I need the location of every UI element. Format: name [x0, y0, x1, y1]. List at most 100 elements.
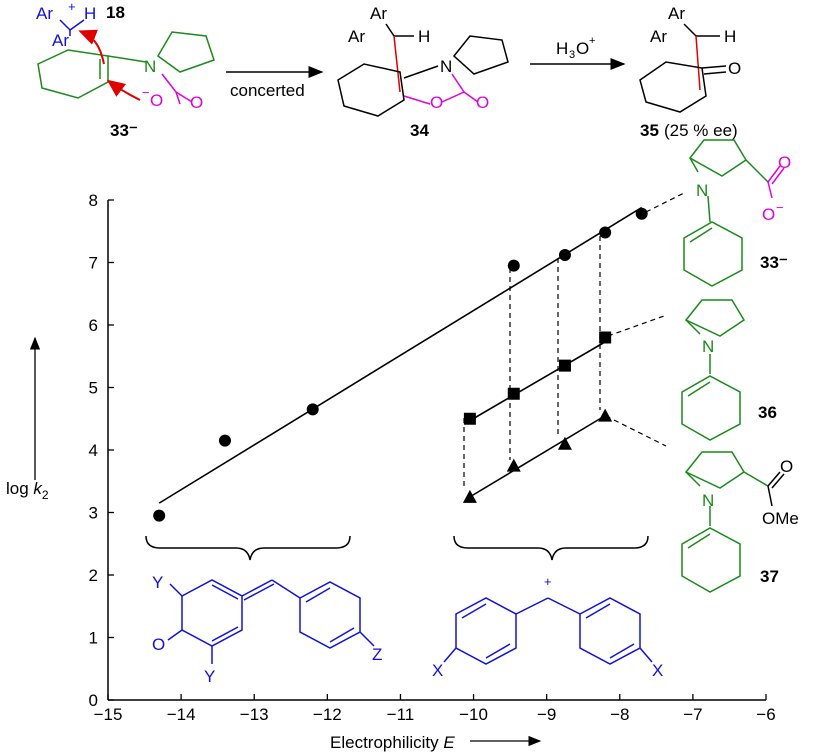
- minus-label: −: [142, 85, 150, 100]
- y-tick-label: 0: [89, 691, 98, 710]
- reagent-h: H: [556, 39, 568, 58]
- data-point-circle: [558, 249, 571, 261]
- ar-label: Ar: [52, 31, 69, 50]
- substituent-y: Y: [204, 667, 215, 686]
- o-minus-label: O: [150, 91, 163, 110]
- x-tick-label: −14: [167, 705, 196, 724]
- h-label: H: [724, 27, 736, 46]
- ar-label: Ar: [36, 4, 53, 23]
- n-label: N: [702, 337, 714, 356]
- cation-plus: +: [544, 574, 552, 589]
- y-tick-label: 8: [89, 191, 98, 210]
- product-35: Ar Ar H O 35 (25 % ee): [639, 4, 741, 140]
- brace-quinone-methides: [145, 535, 351, 561]
- compound-18-label: 18: [106, 3, 125, 22]
- x-tick-label: −6: [756, 705, 775, 724]
- data-point-triangle: [598, 408, 613, 422]
- x-tick-label: −11: [387, 705, 415, 724]
- data-point-square: [599, 331, 612, 344]
- x-tick-label: −9: [537, 705, 556, 724]
- data-point-circle: [218, 434, 231, 447]
- legend-enamine-33: [683, 139, 769, 287]
- data-point-square: [507, 387, 520, 400]
- o-label: O: [778, 153, 791, 172]
- ar-label: Ar: [668, 4, 685, 23]
- chart: −15 −14 −13 −12 −11 −10 −9 −8 −7 −6 0 1 2 3 4 5 6 7 8 log…: [6, 191, 776, 752]
- legend-33-label: 33⁻: [760, 253, 788, 272]
- reaction-scheme: Ar + H Ar 18 N O − O 33⁻ con: [36, 0, 741, 140]
- y-tick-label: 7: [89, 254, 98, 273]
- ar-label: Ar: [348, 27, 365, 46]
- o-label: O: [728, 59, 741, 78]
- ee-label: (25 % ee): [664, 121, 738, 140]
- substituent-y: Y: [152, 573, 163, 592]
- data-point-circle: [306, 403, 319, 416]
- ome-label: OMe: [762, 509, 799, 528]
- compound-34-label: 34: [410, 121, 429, 140]
- intermediate-34: Ar Ar H N O O 34: [337, 4, 509, 140]
- x-tick-label: −8: [610, 705, 629, 724]
- y-tick-label: 6: [89, 316, 98, 335]
- reagent-sup: +: [589, 35, 595, 47]
- enamine-33: N O − O 33⁻: [37, 29, 215, 140]
- dashed-connectors: [463, 191, 687, 486]
- x-tick-label: −15: [94, 705, 123, 724]
- quinone-methide-structure: [167, 579, 375, 664]
- data-point-square: [463, 412, 476, 425]
- y-tick-label: 5: [89, 379, 98, 398]
- fit-line: [469, 414, 606, 498]
- fit-line: [469, 341, 606, 422]
- compound-35-label: 35: [640, 121, 659, 140]
- substituent-x: X: [652, 661, 663, 680]
- x-tick-label: −13: [240, 705, 269, 724]
- n-label: N: [144, 57, 156, 76]
- data-point-triangle: [557, 436, 572, 450]
- y-tick-label: 3: [89, 504, 98, 523]
- x-tick-label: −7: [683, 705, 702, 724]
- benzhydrylium-structure: [443, 597, 653, 665]
- n-label: N: [696, 181, 708, 200]
- legend-enamine-37: [681, 451, 769, 593]
- h-label: H: [84, 4, 96, 23]
- reagent-sub: 3: [569, 49, 575, 61]
- data-point-square: [558, 359, 571, 372]
- x-tick-label: −10: [459, 705, 488, 724]
- ar-label: Ar: [370, 4, 387, 23]
- o-label: O: [476, 93, 489, 112]
- compound-33-label: 33⁻: [110, 121, 138, 140]
- minus-label: −: [776, 200, 784, 215]
- y-tick-label: 4: [89, 441, 98, 460]
- y-axis-label: log k2: [6, 479, 49, 502]
- brace-benzhydrylium: [453, 535, 649, 561]
- ester: [767, 471, 785, 507]
- data-point-circle: [635, 207, 648, 220]
- substituent-x: X: [432, 661, 443, 680]
- ar-label: Ar: [650, 27, 667, 46]
- carboxylate: [767, 165, 785, 199]
- o-label: O: [780, 457, 793, 476]
- y-tick-label: 1: [89, 629, 98, 648]
- data-point-circle: [153, 509, 166, 522]
- legend-36-label: 36: [758, 403, 777, 422]
- legend-enamine-36: [681, 299, 746, 441]
- data-point-triangle: [506, 458, 521, 472]
- data-point-circle: [507, 259, 520, 272]
- reagent-o: O: [576, 39, 589, 58]
- x-tick-label: −12: [313, 705, 342, 724]
- n-label: N: [702, 491, 714, 510]
- substituent-z: Z: [372, 645, 382, 664]
- h-label: H: [418, 27, 430, 46]
- o-label: O: [762, 205, 775, 224]
- n-label: N: [440, 57, 452, 76]
- carbocation-18: Ar + H Ar 18: [36, 0, 125, 50]
- o-label: O: [430, 93, 443, 112]
- substituent-o: O: [152, 635, 165, 654]
- plus-label: +: [68, 0, 76, 14]
- data-point-circle: [599, 226, 612, 239]
- concerted-label: concerted: [230, 81, 305, 100]
- x-axis-label: Electrophilicity E: [330, 733, 455, 752]
- legend-37-label: 37: [760, 567, 779, 586]
- data-point-triangle: [462, 489, 477, 503]
- o-label: O: [190, 93, 203, 112]
